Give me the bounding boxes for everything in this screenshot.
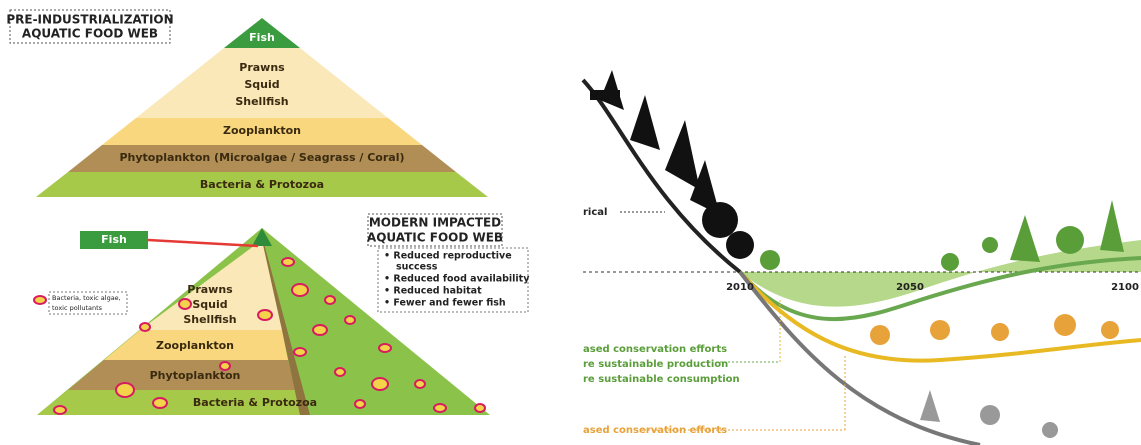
scenario-label: re sustainable consumption	[583, 374, 740, 385]
level-label: Phytoplankton	[150, 369, 241, 382]
fish-callout	[80, 231, 148, 249]
level-label: Squid	[192, 298, 227, 311]
impact-item: • Fewer and fewer fish	[384, 298, 506, 309]
top-pyramid	[36, 18, 488, 197]
legend-text: Bacteria, toxic algae,	[52, 294, 121, 302]
layer-invertebrates	[136, 48, 388, 118]
scenario-label: re sustainable production	[583, 359, 728, 370]
trees-orange	[870, 314, 1119, 345]
level-label: Phytoplankton (Microalgae / Seagrass / C…	[119, 151, 404, 164]
trees-gray	[920, 390, 1058, 438]
callout-line	[147, 238, 259, 248]
level-label: Zooplankton	[223, 124, 301, 137]
level-label: Bacteria & Protozoa	[193, 396, 317, 409]
trees-green	[760, 200, 1124, 271]
impact-item: success	[396, 262, 438, 273]
impact-item: • Reduced food availability	[384, 274, 530, 285]
scenario-label: ased conservation efforts	[583, 344, 727, 355]
layer-zoo	[104, 330, 288, 360]
level-label: Shellfish	[183, 313, 236, 326]
bottom-pyramid	[37, 228, 490, 415]
historical-curve	[581, 78, 742, 274]
level-label: Fish	[249, 31, 275, 44]
legend-box	[48, 291, 128, 315]
title-line: PRE-INDUSTRIALIZATION	[6, 13, 173, 27]
pollutants	[53, 257, 486, 415]
fish-callout-label: Fish	[101, 233, 127, 246]
level-label: Prawns	[239, 61, 285, 74]
legend-text: toxic pollutants	[52, 304, 103, 312]
level-label: Squid	[244, 78, 279, 91]
level-label: Zooplankton	[156, 339, 234, 352]
green-area	[740, 240, 1141, 307]
scenario-illustration	[581, 70, 1141, 445]
impacts-box	[377, 247, 529, 313]
level-label: Bacteria & Protozoa	[200, 178, 324, 191]
pyramid-edge	[262, 236, 310, 415]
layer-invertebrates	[140, 240, 282, 330]
gray-curve	[738, 270, 981, 445]
impact-item: • Reduced habitat	[384, 286, 482, 297]
title-line: MODERN IMPACTED	[369, 216, 501, 230]
scenario-label: ased conservation efforts	[583, 425, 727, 436]
year-label: 2100	[1111, 282, 1139, 293]
green-curve	[738, 256, 1141, 322]
silhouettes	[590, 70, 754, 259]
level-label: Shellfish	[235, 95, 288, 108]
year-label: 2010	[726, 282, 754, 293]
impact-item: • Reduced reproductive	[384, 251, 512, 262]
level-label: Prawns	[187, 283, 233, 296]
layer-fish	[252, 228, 272, 246]
yellow-curve	[738, 270, 1141, 363]
layer-bacteria	[36, 172, 488, 197]
title-line: AQUATIC FOOD WEB	[22, 27, 158, 41]
title-line: AQUATIC FOOD WEB	[367, 231, 503, 245]
title-box	[9, 9, 171, 44]
layer-bacteria	[37, 390, 300, 415]
scenario-label: rical	[583, 207, 607, 218]
title-box	[367, 213, 503, 247]
layer-zoo	[102, 118, 422, 145]
layer-phyto	[68, 145, 456, 172]
legend-swatch	[33, 295, 47, 305]
year-label: 2050	[896, 282, 924, 293]
layer-fish	[224, 18, 300, 48]
